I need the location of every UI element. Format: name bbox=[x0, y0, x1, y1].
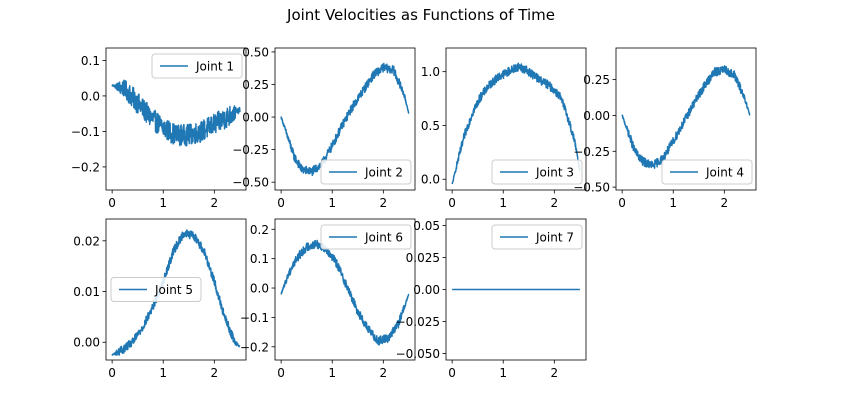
y-tick-label: 0.1 bbox=[81, 54, 100, 68]
y-tick-label: −0.1 bbox=[240, 311, 269, 325]
x-tick-label: 0 bbox=[448, 196, 456, 210]
x-tick-label: 2 bbox=[551, 196, 559, 210]
axes-frame bbox=[274, 218, 416, 361]
y-tick-label: 0.00 bbox=[242, 111, 269, 125]
subplot-joint-2: 0 1 2 0.50 0.25 0.00 −0.25 −0.50 Joint 2 bbox=[232, 45, 416, 210]
subplot-joint-7: 0 1 2 0.05 0.025 0.00 −0.025 −0.050 Joint 7 bbox=[396, 218, 587, 380]
y-tick-label: 0.50 bbox=[242, 45, 269, 59]
legend-label: Joint 5 bbox=[154, 283, 193, 297]
x-tick-label: 1 bbox=[159, 366, 167, 380]
series-line-joint-6 bbox=[280, 239, 410, 346]
legend-box bbox=[320, 159, 412, 185]
y-tick-label: −0.25 bbox=[573, 145, 610, 159]
y-tick-label: 1.0 bbox=[421, 65, 440, 79]
x-tick-label: 1 bbox=[159, 196, 167, 210]
y-tick-label: 0.00 bbox=[73, 336, 100, 350]
legend-joint-2: Joint 2 bbox=[320, 159, 412, 185]
legend-joint-6: Joint 6 bbox=[320, 224, 412, 250]
y-tick-label: −0.25 bbox=[232, 143, 269, 157]
y-tick-label: 0.25 bbox=[242, 78, 269, 92]
y-tick-label: 0.05 bbox=[413, 219, 440, 233]
x-tick-label: 0 bbox=[448, 366, 456, 380]
legend-joint-1: Joint 1 bbox=[151, 53, 243, 79]
legend-label: Joint 4 bbox=[705, 166, 744, 180]
legend-joint-3: Joint 3 bbox=[491, 159, 583, 185]
x-tick-label: 1 bbox=[328, 366, 336, 380]
subplot-joint-6: 0 1 2 0.2 0.1 0.0 −0.1 −0.2 Joint 6 bbox=[240, 218, 416, 380]
axes-frame bbox=[105, 47, 247, 191]
y-tick-label: 0.0 bbox=[81, 89, 100, 103]
legend-box bbox=[661, 159, 753, 185]
legend-label: Joint 2 bbox=[364, 166, 403, 180]
x-tick-label: 2 bbox=[551, 366, 559, 380]
subplot-joint-1: 0 1 2 0.1 0.0 −0.1 −0.2 Joint 1 bbox=[71, 47, 247, 210]
axes-frame bbox=[105, 218, 247, 361]
x-tick-label: 2 bbox=[721, 196, 729, 210]
legend-label: Joint 3 bbox=[535, 166, 574, 180]
subplot-joint-4: 0 1 2 0.25 0.00 −0.25 −0.50 Joint 4 bbox=[573, 47, 757, 210]
y-tick-label: −0.2 bbox=[71, 160, 100, 174]
legend-box bbox=[320, 224, 412, 250]
axes-frame bbox=[615, 47, 757, 191]
x-tick-label: 2 bbox=[380, 366, 388, 380]
series-line-joint-5 bbox=[111, 229, 241, 356]
x-tick-label: 2 bbox=[380, 196, 388, 210]
y-tick-label: 0.25 bbox=[583, 73, 610, 87]
y-tick-label: 0.2 bbox=[250, 223, 269, 237]
y-tick-label: −0.50 bbox=[573, 181, 610, 195]
y-tick-label: 0.00 bbox=[583, 109, 610, 123]
legend-label: Joint 6 bbox=[364, 231, 403, 245]
y-tick-label: 0.02 bbox=[73, 234, 100, 248]
x-tick-label: 1 bbox=[499, 196, 507, 210]
y-tick-label: −0.1 bbox=[71, 125, 100, 139]
y-tick-label: 0.5 bbox=[421, 119, 440, 133]
legend-box bbox=[491, 159, 583, 185]
y-tick-label: 0.0 bbox=[421, 173, 440, 187]
x-tick-label: 2 bbox=[211, 366, 219, 380]
axes-frame bbox=[445, 47, 587, 191]
x-tick-label: 0 bbox=[108, 366, 116, 380]
y-tick-label: −0.050 bbox=[396, 347, 440, 361]
y-tick-label: −0.50 bbox=[232, 176, 269, 190]
x-tick-label: 2 bbox=[211, 196, 219, 210]
series-line-joint-1 bbox=[111, 79, 241, 147]
axes-frame bbox=[274, 47, 416, 191]
legend-joint-7: Joint 7 bbox=[491, 224, 583, 250]
subplot-joint-5: 0 1 2 0.02 0.01 0.00 Joint 5 bbox=[73, 218, 247, 380]
x-tick-label: 1 bbox=[499, 366, 507, 380]
y-tick-label: −0.025 bbox=[396, 315, 440, 329]
series-line-joint-2 bbox=[280, 62, 410, 177]
legend-box bbox=[151, 53, 243, 79]
legend-box bbox=[491, 224, 583, 250]
x-tick-label: 1 bbox=[328, 196, 336, 210]
legend-joint-5: Joint 5 bbox=[110, 277, 202, 302]
figure-title: Joint Velocities as Functions of Time bbox=[286, 6, 555, 24]
legend-label: Joint 7 bbox=[535, 231, 574, 245]
y-tick-label: 0.025 bbox=[406, 251, 440, 265]
series-line-joint-3 bbox=[451, 62, 581, 185]
y-tick-label: −0.2 bbox=[240, 340, 269, 354]
legend-joint-4: Joint 4 bbox=[661, 159, 753, 185]
x-tick-label: 0 bbox=[618, 196, 626, 210]
x-tick-label: 1 bbox=[669, 196, 677, 210]
x-tick-label: 0 bbox=[277, 366, 285, 380]
x-tick-label: 0 bbox=[108, 196, 116, 210]
x-tick-label: 0 bbox=[277, 196, 285, 210]
y-tick-label: 0.01 bbox=[73, 285, 100, 299]
y-tick-label: 0.1 bbox=[250, 252, 269, 266]
legend-label: Joint 1 bbox=[195, 60, 234, 74]
y-tick-label: 0.0 bbox=[250, 282, 269, 296]
legend-box bbox=[110, 277, 202, 302]
series-line-joint-4 bbox=[621, 65, 751, 169]
y-tick-label: 0.00 bbox=[413, 283, 440, 297]
subplot-joint-3: 0 1 2 1.0 0.5 0.0 Joint 3 bbox=[421, 47, 587, 210]
